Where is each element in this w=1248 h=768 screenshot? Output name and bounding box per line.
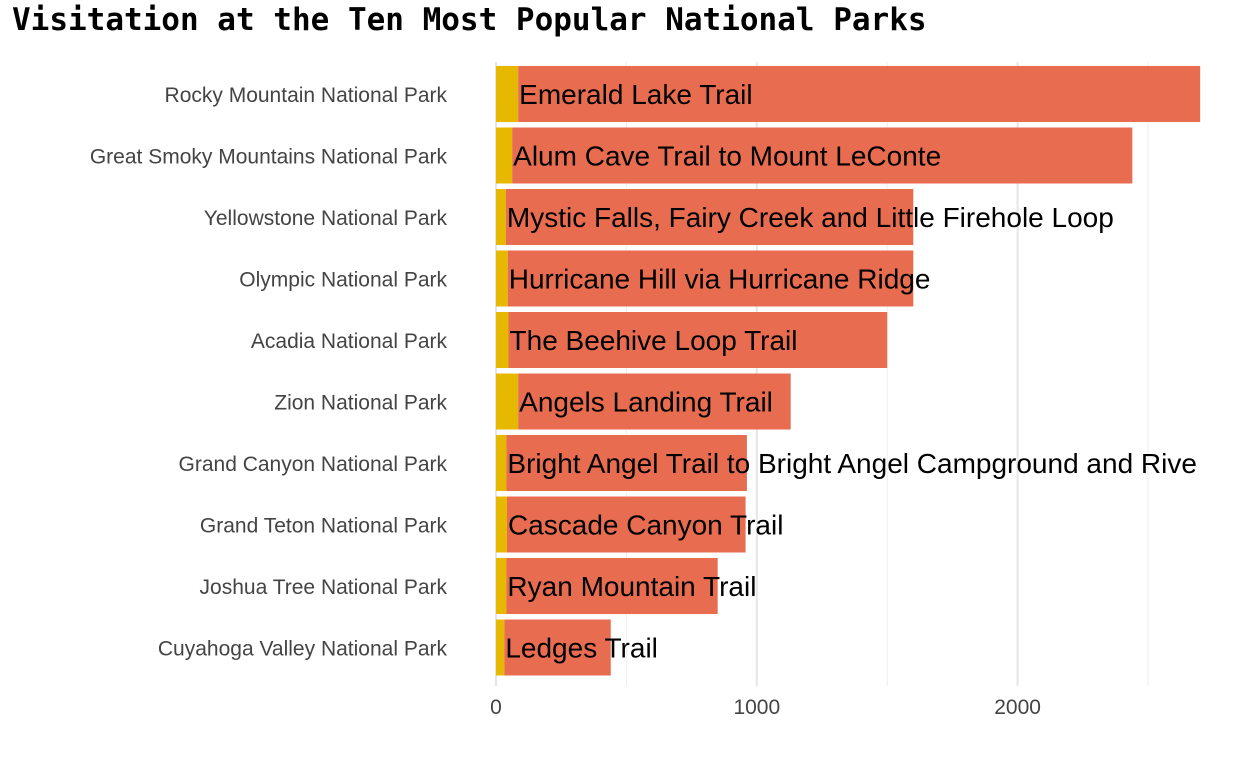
park-label: Cuyahoga Valley National Park (158, 638, 448, 661)
bars (496, 66, 1201, 676)
bar-segment-yellow (496, 312, 509, 368)
bar-segment-orange (518, 66, 1201, 122)
bar-segment-orange (505, 189, 914, 245)
bar-segment-yellow (496, 496, 507, 553)
park-label: Zion National Park (274, 392, 447, 415)
x-tick-labels: 0 1000 2000 (490, 696, 1041, 719)
bar-segment-orange (512, 127, 1133, 184)
chart-title: Visitation at the Ten Most Popular Natio… (12, 2, 927, 38)
park-label: Great Smoky Mountains National Park (90, 146, 448, 169)
bar-segment-orange (507, 250, 914, 307)
bar-segment-yellow (496, 127, 513, 184)
trail-label: Emerald Lake Trail (519, 79, 752, 110)
x-tick-label: 0 (490, 696, 502, 719)
bar-segment-orange (506, 496, 746, 553)
bar-segment-yellow (496, 250, 508, 307)
trail-label: Angels Landing Trail (519, 387, 773, 418)
park-label: Grand Canyon National Park (179, 453, 448, 476)
trail-label: Ryan Mountain Trail (507, 571, 756, 602)
bar-segment-orange (506, 435, 747, 491)
park-label: Acadia National Park (251, 330, 448, 353)
bar-segment-orange (508, 312, 888, 368)
trail-label: Cascade Canyon Trail (508, 510, 783, 541)
trail-label: Alum Cave Trail to Mount LeConte (513, 141, 941, 172)
x-tick-label: 1000 (733, 696, 780, 719)
park-label: Grand Teton National Park (200, 515, 448, 538)
bar-segment-yellow (496, 189, 506, 245)
bar-segment-yellow (496, 619, 505, 676)
x-tick-label: 2000 (994, 696, 1041, 719)
bar-segment-yellow (496, 435, 507, 491)
bar-segment-orange (506, 558, 718, 614)
park-label: Joshua Tree National Park (200, 576, 448, 599)
trail-label: Hurricane Hill via Hurricane Ridge (509, 264, 931, 295)
trail-label: The Beehive Loop Trail (510, 325, 798, 356)
park-label: Rocky Mountain National Park (165, 84, 448, 107)
trail-labels: Emerald Lake Trail Alum Cave Trail to Mou… (505, 79, 1197, 664)
park-labels: Rocky Mountain National Park Great Smoky … (90, 84, 448, 661)
park-label: Yellowstone National Park (204, 207, 448, 230)
bar-segment-yellow (496, 558, 507, 614)
bar-segment-yellow (496, 373, 519, 430)
bar-segment-yellow (496, 66, 519, 122)
trail-label: Ledges Trail (505, 633, 658, 664)
trail-label: Bright Angel Trail to Bright Angel Campg… (507, 448, 1197, 479)
bar-segment-orange (504, 619, 611, 676)
bar-segment-orange (518, 373, 791, 430)
park-label: Olympic National Park (239, 269, 447, 292)
trail-label: Mystic Falls, Fairy Creek and Little Fir… (507, 202, 1114, 233)
